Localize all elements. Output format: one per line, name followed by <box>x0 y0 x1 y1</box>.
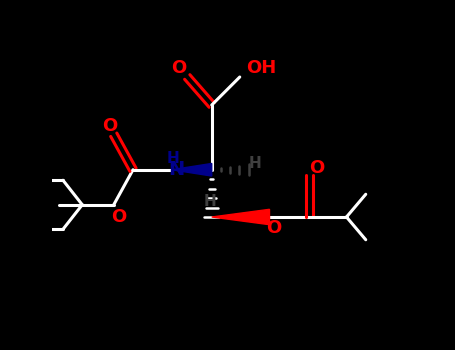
Text: O: O <box>266 219 281 237</box>
Polygon shape <box>212 209 269 225</box>
Text: O: O <box>171 59 186 77</box>
Text: O: O <box>111 208 126 226</box>
Text: O: O <box>309 159 324 177</box>
Text: H: H <box>167 151 180 166</box>
Text: H: H <box>204 194 217 209</box>
Text: O: O <box>103 117 118 135</box>
Text: OH: OH <box>246 59 276 77</box>
Text: N: N <box>169 160 185 179</box>
Polygon shape <box>172 163 212 176</box>
Text: H: H <box>248 156 261 171</box>
